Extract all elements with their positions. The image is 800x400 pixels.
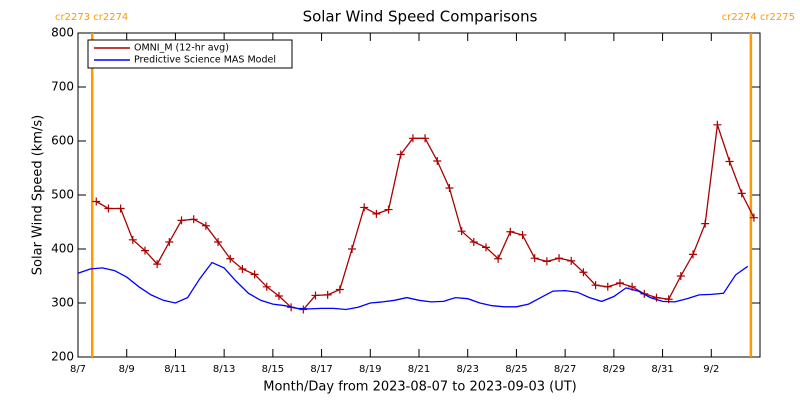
data-point (689, 250, 698, 259)
data-point (238, 264, 247, 273)
data-point (214, 237, 223, 246)
x-axis-label: Month/Day from 2023-08-07 to 2023-09-03 … (263, 380, 576, 395)
data-point (676, 272, 685, 280)
data-point (579, 268, 588, 277)
data-point (128, 235, 137, 244)
y-tick-label: 500 (51, 188, 74, 202)
data-point (749, 213, 758, 222)
data-point (457, 227, 466, 236)
data-point (518, 230, 527, 239)
legend-box (87, 39, 293, 69)
data-point (555, 254, 564, 263)
data-point (226, 254, 235, 263)
data-point (372, 209, 381, 218)
data-point (481, 243, 490, 252)
y-tick-label: 200 (51, 350, 74, 364)
data-point (591, 281, 600, 290)
data-point (140, 246, 149, 255)
data-point (615, 279, 624, 288)
rotation-label: cr2274 cr2275 (722, 12, 795, 23)
y-tick-label: 800 (51, 26, 74, 40)
data-point (530, 254, 539, 263)
x-tick-label: 8/11 (164, 364, 186, 375)
data-point (201, 221, 210, 230)
x-tick-label: 8/25 (505, 364, 527, 375)
x-tick-label: 8/7 (70, 364, 86, 375)
data-point (713, 120, 722, 129)
chart-title: Solar Wind Speed Comparisons (303, 8, 538, 26)
data-point (737, 189, 746, 198)
data-point (250, 270, 259, 279)
x-tick-label: 8/19 (359, 364, 381, 375)
x-tick-label: 8/9 (119, 364, 135, 375)
data-point (92, 197, 101, 206)
data-point (165, 237, 174, 246)
data-point (396, 150, 405, 159)
x-tick-label: 8/29 (603, 364, 625, 375)
data-point (469, 237, 478, 246)
y-tick-label: 400 (51, 242, 74, 256)
data-point (262, 282, 271, 291)
y-tick-label: 700 (51, 80, 74, 94)
data-point (311, 291, 320, 300)
data-point (153, 260, 162, 269)
x-tick-label: 8/15 (262, 364, 284, 375)
data-point (603, 282, 612, 291)
x-tick-label: 8/13 (213, 364, 235, 375)
legend-label: OMNI_M (12-hr avg) (134, 43, 229, 54)
data-point (725, 157, 734, 166)
data-point (299, 305, 308, 314)
data-point (567, 256, 576, 265)
data-point (116, 204, 125, 213)
legend-label: Predictive Science MAS Model (134, 55, 276, 66)
data-point (408, 134, 417, 143)
series-line (77, 261, 749, 311)
y-tick-label: 600 (51, 134, 74, 148)
data-point (104, 204, 113, 213)
data-point (542, 257, 551, 266)
data-point (177, 216, 186, 225)
x-tick-label: 8/27 (554, 364, 576, 375)
data-point (652, 293, 661, 302)
x-tick-label: 9/2 (703, 364, 719, 375)
data-point (421, 134, 430, 143)
y-axis-label: Solar Wind Speed (km/s) (31, 115, 46, 275)
data-point (384, 205, 393, 214)
x-tick-label: 8/31 (651, 364, 673, 375)
data-point (506, 227, 515, 236)
data-point (360, 203, 369, 212)
data-point (445, 183, 454, 192)
x-tick-label: 8/23 (456, 364, 478, 375)
data-point (701, 219, 710, 228)
rotation-label: cr2273 cr2274 (55, 12, 128, 23)
x-tick-label: 8/17 (310, 364, 332, 375)
x-tick-label: 8/21 (408, 364, 430, 375)
data-point (274, 291, 283, 300)
y-tick-label: 300 (51, 296, 74, 310)
data-point (348, 245, 357, 253)
data-point (433, 156, 442, 165)
data-point (323, 290, 332, 299)
data-point (494, 254, 503, 263)
data-point (189, 215, 198, 224)
data-point (335, 285, 344, 294)
